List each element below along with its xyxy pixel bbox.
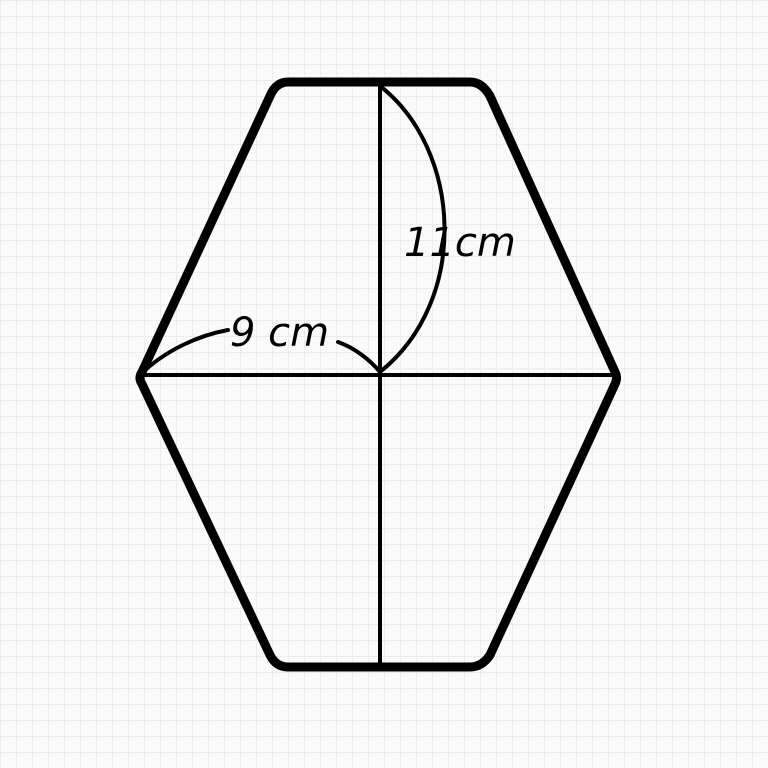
height-label: 11cm <box>404 220 516 266</box>
width-measure-arc-right <box>336 340 382 374</box>
width-measure-arc-left <box>138 328 230 377</box>
height-measure-arc <box>378 84 447 374</box>
width-label: 9 cm <box>230 310 329 356</box>
